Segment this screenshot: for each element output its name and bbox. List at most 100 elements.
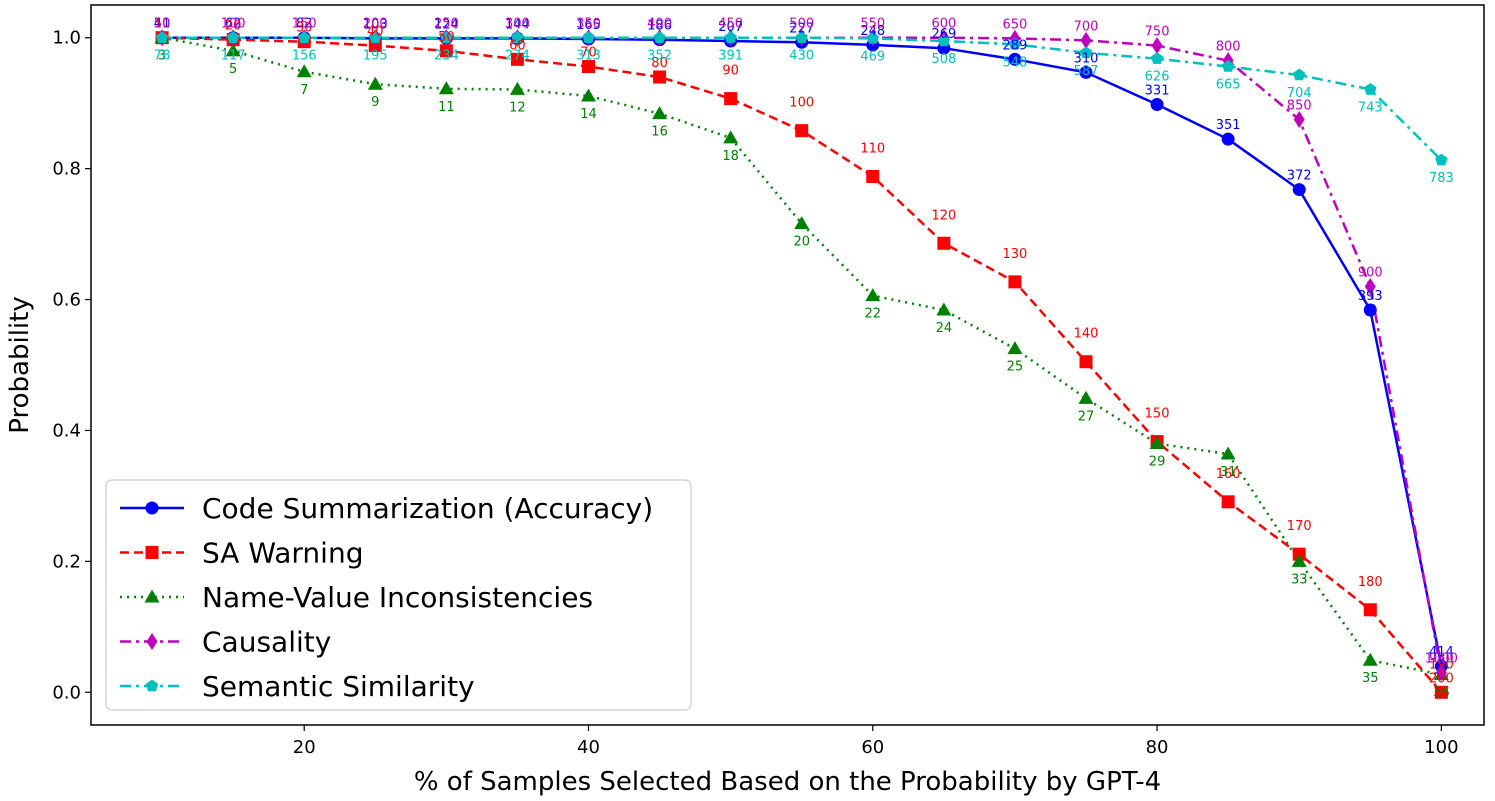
legend-marker-name-value-inconsistencies xyxy=(144,589,160,603)
semantic-similarity-data-label: 743 xyxy=(1358,100,1383,115)
causality-data-label: 600 xyxy=(931,17,956,32)
extra-data-label: 200 xyxy=(1429,671,1454,686)
semantic-similarity-point xyxy=(1079,46,1093,59)
semantic-similarity-data-label: 626 xyxy=(1145,70,1170,85)
x-tick-label: 20 xyxy=(293,737,316,758)
semantic-similarity-data-label: 587 xyxy=(1074,64,1099,79)
name-value-inconsistencies-data-label: 18 xyxy=(722,149,739,164)
sa-warning-data-label: 80 xyxy=(651,56,668,71)
point-labels-layer: 41 62 82 103 124 144 165 186 207 227 248 2692893103… xyxy=(154,17,1458,701)
code-summarization-accuracy-point xyxy=(1079,65,1093,79)
x-axis-title: % of Samples Selected Based on the Proba… xyxy=(414,767,1161,797)
legend-box xyxy=(105,479,692,711)
name-value-inconsistencies-data-label: 7 xyxy=(300,83,308,98)
code-summarization-accuracy-data-label: 393 xyxy=(1358,289,1383,304)
y-tick-label: 0.2 xyxy=(52,551,81,572)
name-value-inconsistencies-data-label: 33 xyxy=(1291,572,1308,587)
semantic-similarity-data-label: 78 xyxy=(154,49,171,64)
semantic-similarity-data-label: 274 xyxy=(505,49,530,64)
causality-point xyxy=(1364,277,1376,295)
sa-warning-data-label: 150 xyxy=(1145,407,1170,422)
semantic-similarity-data-label: 313 xyxy=(576,49,601,64)
legend-label-semantic-similarity: Semantic Similarity xyxy=(202,670,475,703)
semantic-similarity-data-label: 704 xyxy=(1287,86,1312,101)
sa-warning-data-label: 10 xyxy=(154,17,171,32)
sa-warning-point xyxy=(866,169,880,183)
code-summarization-accuracy-data-label: 269 xyxy=(931,27,956,42)
code-summarization-accuracy-point xyxy=(1292,183,1306,197)
name-value-inconsistencies-point xyxy=(581,88,596,102)
code-summarization-accuracy-data-label: 227 xyxy=(789,21,814,36)
sa-warning-point xyxy=(937,236,951,250)
legend: Code Summarization (Accuracy) SA Warning N… xyxy=(105,479,692,711)
causality-data-label: 400 xyxy=(647,17,672,32)
semantic-similarity-point xyxy=(795,31,808,43)
semantic-similarity-point xyxy=(724,31,737,43)
name-value-inconsistencies-point xyxy=(794,216,810,230)
name-value-inconsistencies-data-label: 3 xyxy=(158,49,166,64)
x-tick-label: 40 xyxy=(577,737,600,758)
sa-warning-data-label: 140 xyxy=(1074,327,1099,342)
sa-warning-data-label: 160 xyxy=(1216,467,1241,482)
causality-data-label: 900 xyxy=(1358,265,1383,280)
legend-marker-semantic-similarity xyxy=(145,679,159,692)
name-value-inconsistencies-data-label: 27 xyxy=(1078,409,1095,424)
legend-marker-sa-warning xyxy=(145,546,159,559)
legend-marker-code-summarization-accuracy xyxy=(145,501,159,515)
y-tick-label: 0.6 xyxy=(52,290,81,311)
causality-data-label: 150 xyxy=(292,17,317,32)
name-value-inconsistencies-point xyxy=(936,302,952,316)
semantic-similarity-point xyxy=(226,31,240,43)
causality-data-label: 100 xyxy=(221,17,246,32)
semantic-similarity-data-label: 548 xyxy=(1003,55,1028,70)
semantic-similarity-point xyxy=(1435,153,1448,166)
legend-marker-causality xyxy=(146,633,158,650)
causality-point xyxy=(1151,37,1163,55)
causality-data-label: 450 xyxy=(718,17,743,32)
sa-warning-data-label: 110 xyxy=(860,141,885,156)
sa-warning-point xyxy=(724,92,738,106)
name-value-inconsistencies-point xyxy=(865,288,881,302)
causality-data-label: 200 xyxy=(363,17,388,32)
causality-data-label: 800 xyxy=(1216,40,1241,55)
semantic-similarity-data-label: 117 xyxy=(221,49,246,64)
sa-warning-point xyxy=(1221,495,1235,509)
sa-warning-data-label: 20 xyxy=(225,19,242,34)
name-value-inconsistencies-data-label: 9 xyxy=(371,95,379,110)
name-value-inconsistencies-data-label: 25 xyxy=(1007,360,1024,375)
legend-label-causality: Causality xyxy=(202,626,331,659)
causality-data-label: 650 xyxy=(1003,17,1028,32)
semantic-similarity-point xyxy=(155,31,169,43)
code-summarization-accuracy-point xyxy=(1221,132,1235,146)
causality-point xyxy=(1080,31,1092,49)
name-value-inconsistencies-data-label: 35 xyxy=(1362,671,1379,686)
code-summarization-accuracy-data-label: 207 xyxy=(718,20,743,35)
sa-warning-data-label: 170 xyxy=(1287,519,1312,534)
sa-warning-data-label: 40 xyxy=(367,25,384,40)
semantic-similarity-point xyxy=(582,31,595,43)
sa-warning-point xyxy=(1079,355,1093,369)
extra-data-label: 1000 xyxy=(1425,652,1458,667)
x-tick-label: 100 xyxy=(1424,737,1458,758)
sa-warning-point xyxy=(439,44,453,58)
semantic-similarity-data-label: 156 xyxy=(292,49,317,64)
code-summarization-accuracy-data-label: 186 xyxy=(647,19,672,34)
sa-warning-data-label: 30 xyxy=(296,21,313,36)
name-value-inconsistencies-data-label: 36 xyxy=(1433,686,1450,701)
name-value-inconsistencies-point xyxy=(438,81,454,95)
name-value-inconsistencies-point xyxy=(1362,652,1378,666)
sa-warning-point xyxy=(582,60,595,74)
code-summarization-accuracy-data-label: 331 xyxy=(1145,83,1170,98)
code-summarization-accuracy-point xyxy=(1008,52,1022,66)
legend-label-name-value-inconsistencies: Name-Value Inconsistencies xyxy=(202,581,593,614)
causality-data-label: 300 xyxy=(505,17,530,32)
sa-warning-point xyxy=(1008,275,1022,289)
causality-data-label: 350 xyxy=(576,17,601,32)
y-axis-title: Probability xyxy=(5,296,35,433)
y-tick-label: 0.8 xyxy=(52,159,81,180)
name-value-inconsistencies-data-label: 14 xyxy=(580,107,597,122)
name-value-inconsistencies-data-label: 31 xyxy=(1220,465,1237,480)
causality-point xyxy=(1293,111,1305,129)
y-tick-label: 0.4 xyxy=(52,420,81,441)
